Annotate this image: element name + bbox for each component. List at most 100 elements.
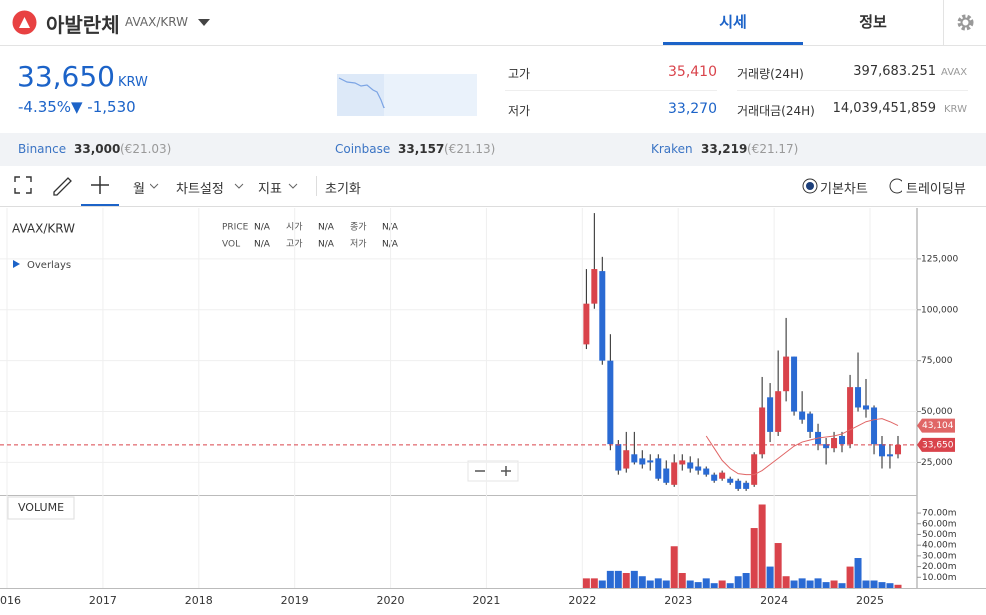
settings-icon[interactable] (956, 13, 975, 32)
legend-value: N/A (318, 240, 335, 250)
candle-body (823, 444, 830, 449)
overlay-caret[interactable] (13, 260, 20, 268)
volume-bar (630, 570, 638, 588)
candle-body (639, 458, 646, 465)
volume-bar (598, 580, 606, 588)
y-tick-label: 50,000 (921, 407, 953, 417)
volume-bar (870, 580, 878, 588)
volume-bar (582, 578, 590, 588)
volume-label-box (7, 496, 75, 520)
candle-body (799, 411, 806, 420)
divider (0, 206, 986, 207)
volume-bar (638, 576, 646, 588)
volume-bar (782, 576, 790, 588)
exchange-name: Kraken (651, 142, 693, 156)
moving-average (705, 418, 899, 476)
price-unit: KRW (118, 75, 148, 90)
x-tick-label: 2024 (760, 594, 788, 607)
toolbar-icons[interactable] (14, 176, 124, 206)
chevrons (150, 183, 298, 189)
candle-body (599, 271, 606, 361)
y-tick-label: 75,000 (921, 356, 953, 366)
volume-bar (838, 583, 846, 588)
volume-bar (662, 580, 670, 588)
ma-label: 43,104 (922, 421, 954, 431)
x-tick-label: 2018 (185, 594, 213, 607)
tab[interactable]: 정보 (859, 13, 887, 31)
candle-body (751, 454, 758, 485)
candle-body (783, 356, 790, 392)
radios[interactable] (802, 178, 902, 194)
volume-bar (814, 578, 822, 588)
y-tick-label: 100,000 (921, 305, 958, 315)
candle-body (862, 405, 869, 410)
volume-bar (694, 582, 702, 588)
chart-settings[interactable]: 차트설정 (176, 182, 224, 197)
mode-option[interactable]: 기본차트 (820, 182, 868, 197)
candle-body (655, 458, 662, 479)
volume-bar (606, 570, 614, 588)
dropdown-caret[interactable] (197, 17, 211, 27)
exchange-name: Coinbase (335, 142, 391, 156)
ma-label-box (917, 418, 955, 433)
candle-body (583, 303, 590, 345)
mode-option[interactable]: 트레이딩뷰 (906, 182, 966, 197)
x-tick-label: 2025 (856, 594, 884, 607)
price: 33,650 (17, 60, 115, 93)
x-tick-label: 2023 (664, 594, 692, 607)
legend-label: VOL (222, 240, 240, 250)
candle-body (671, 462, 678, 485)
candle-body (591, 269, 598, 304)
y-tick-label: 60.00m (922, 519, 957, 529)
x-tick-label: 2021 (472, 594, 500, 607)
overlays[interactable]: Overlays (27, 260, 71, 271)
volume-bar (590, 578, 598, 588)
candle-body (719, 472, 726, 479)
legend-value: N/A (254, 223, 271, 233)
price-label: 33,650 (922, 440, 954, 450)
exchange-eur: (€21.03) (120, 142, 172, 156)
x-tick-label: 2017 (89, 594, 117, 607)
candle-body (647, 460, 654, 463)
candle-body (679, 460, 686, 465)
volume-bar (854, 558, 862, 588)
candle-body (791, 356, 798, 412)
volume-bar (750, 528, 758, 588)
volume-bar (886, 583, 894, 588)
exchange-price: 33,157 (398, 142, 445, 156)
volume-bar (862, 580, 870, 588)
candle-body (895, 444, 902, 455)
volume-bar (670, 546, 678, 588)
stat-value: 33,270 (668, 101, 717, 117)
volume-bar (766, 566, 774, 588)
candle-body (695, 466, 702, 471)
volume-bar (614, 570, 622, 588)
volume-bar (702, 578, 710, 588)
stat-label: 저가 (508, 104, 531, 118)
candle-body (615, 444, 622, 471)
reset[interactable]: 초기화 (325, 182, 361, 197)
divider (737, 90, 968, 91)
exchange-eur: (€21.13) (444, 142, 496, 156)
zoom-icons[interactable] (475, 466, 511, 476)
volume-bar (678, 573, 686, 588)
indicators[interactable]: 지표 (258, 182, 282, 197)
change: ▼ -1,530 (71, 98, 136, 116)
volume-bar (622, 573, 630, 588)
y-tick-label: 125,000 (921, 254, 958, 264)
volume-bar (734, 576, 742, 588)
y-tick-label: 50.00m (922, 530, 957, 540)
tab-active[interactable]: 시세 (663, 0, 803, 45)
legend-label: PRICE (222, 223, 249, 233)
divider (316, 176, 317, 196)
sparkline (337, 74, 477, 116)
candle-body (807, 413, 814, 432)
candle-body (711, 474, 718, 481)
stat-unit: KRW (944, 104, 967, 115)
change-percent: -4.35% (18, 98, 72, 116)
period-select[interactable]: 월 (133, 182, 145, 197)
divider (505, 90, 717, 91)
volume-bar (774, 543, 782, 588)
legend-value: N/A (318, 223, 335, 233)
